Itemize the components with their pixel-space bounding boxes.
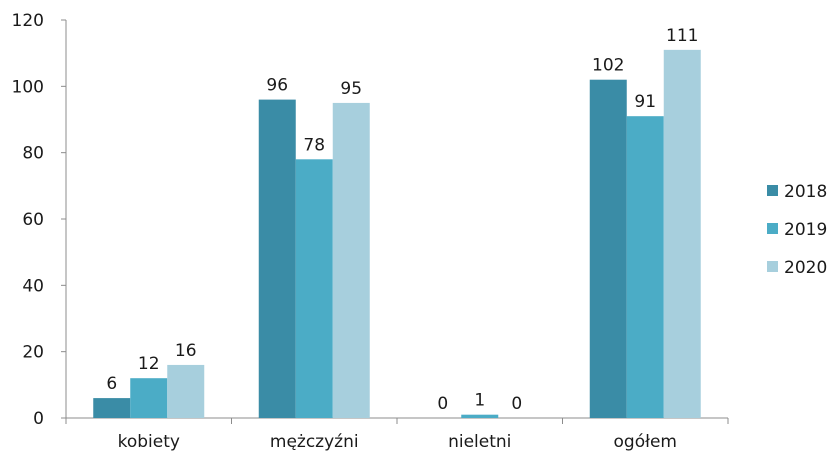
bar-2019-nieletni [461, 414, 499, 418]
legend-swatch [767, 185, 778, 196]
data-label: 111 [666, 26, 698, 46]
legend-label: 2018 [784, 182, 827, 202]
legend: 2018 2019 2020 [767, 182, 827, 278]
bar-2018-kobiety [93, 398, 131, 418]
y-axis-ticks: 0 20 40 60 80 100 120 [12, 11, 66, 429]
category-label: ogółem [614, 432, 677, 452]
data-label: 12 [138, 354, 160, 374]
data-label: 0 [511, 394, 522, 414]
legend-swatch [767, 223, 778, 234]
bar-2019-kobiety [130, 378, 168, 418]
y-tick-label: 40 [22, 276, 44, 296]
legend-label: 2019 [784, 220, 827, 240]
legend-label: 2020 [784, 258, 827, 278]
y-tick-label: 100 [12, 77, 44, 97]
legend-swatch [767, 261, 778, 272]
data-label: 102 [592, 56, 624, 76]
y-tick-label: 80 [22, 144, 44, 164]
data-label: 95 [340, 79, 362, 99]
data-label-group: 6 12 16 96 78 95 0 1 0 102 91 111 [106, 26, 698, 414]
bar-2019-ogółem [626, 116, 664, 418]
data-label: 6 [106, 374, 117, 394]
y-tick-label: 20 [22, 343, 44, 363]
bar-2018-mężczyźni [258, 99, 296, 418]
data-label: 91 [634, 92, 656, 112]
data-label: 96 [266, 76, 288, 96]
y-tick-label: 120 [12, 11, 44, 31]
bar-2020-mężczyźni [332, 102, 370, 419]
category-label: mężczyźni [270, 432, 359, 452]
bar-2019-mężczyźni [295, 159, 333, 419]
bar-2020-ogółem [663, 49, 701, 418]
category-label: kobiety [118, 432, 180, 452]
bar-series-group [93, 49, 701, 419]
data-label: 16 [175, 341, 197, 361]
y-tick-label: 60 [22, 210, 44, 230]
y-tick-label: 0 [33, 409, 44, 429]
bar-2018-ogółem [589, 79, 627, 418]
category-label: nieletni [448, 432, 511, 452]
data-label: 1 [474, 391, 485, 411]
data-label: 0 [437, 394, 448, 414]
bar-2020-kobiety [167, 364, 205, 418]
data-label: 78 [303, 135, 325, 155]
category-label-group: kobiety mężczyźni nieletni ogółem [118, 432, 677, 452]
x-axis-ticks [65, 418, 729, 424]
